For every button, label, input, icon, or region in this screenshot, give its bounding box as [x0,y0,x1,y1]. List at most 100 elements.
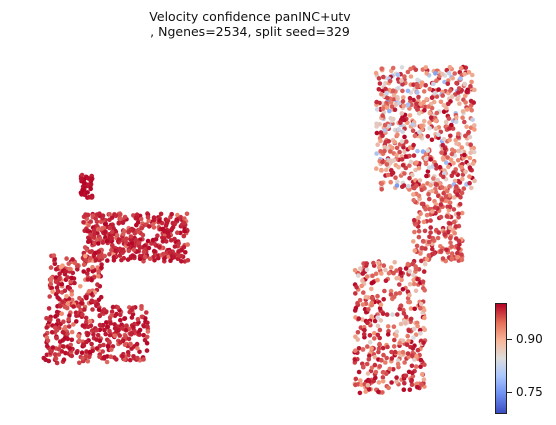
data-point [96,241,101,246]
data-point [123,327,129,333]
data-point [464,124,469,130]
data-point [449,251,455,256]
data-point [100,349,105,354]
data-point [104,238,110,244]
data-point [48,265,54,270]
data-point [185,258,191,263]
data-point [445,229,451,235]
data-point [408,159,414,165]
data-point [399,139,405,144]
data-point [112,248,118,253]
data-point [371,260,376,266]
data-point [176,249,181,254]
data-point [438,202,444,207]
data-point [353,376,359,382]
data-point [423,151,429,157]
data-point [376,87,382,92]
data-point [397,266,403,272]
data-point [80,342,86,348]
data-point [377,341,382,347]
chart-title-line-2: , Ngenes=2534, split seed=329 [150,24,350,39]
data-point [69,289,74,294]
data-point [467,174,472,179]
data-point [387,78,393,84]
data-point [181,220,187,226]
data-point [365,320,370,326]
data-point [78,176,84,182]
data-point [412,133,418,139]
data-point [87,288,92,294]
data-point [69,329,75,335]
data-point [410,370,415,376]
data-point [402,134,407,140]
data-point [380,311,386,317]
data-point [393,175,398,180]
data-point [457,242,462,247]
data-point [472,178,477,184]
data-point [121,249,126,254]
data-point [409,353,415,358]
data-point [360,347,366,352]
data-point [151,248,157,254]
data-point [114,232,120,238]
data-point [141,357,146,362]
data-point [436,87,442,92]
data-point [128,332,134,337]
data-point [415,347,421,353]
data-point [401,387,407,393]
chart-title: Velocity confidence panINC+utv , Ngenes=… [0,9,500,39]
data-point [388,179,394,185]
data-point [96,273,101,279]
data-point [360,278,365,283]
data-point [432,205,438,210]
data-point [363,294,369,300]
data-point [137,245,143,250]
data-point [135,220,141,225]
data-point [407,163,412,168]
data-point [381,263,387,268]
data-point [374,130,380,136]
data-point [411,273,416,278]
data-point [131,354,136,359]
data-point [117,333,122,338]
data-point [405,333,411,339]
data-point [422,288,428,293]
data-point [81,269,86,274]
data-point [379,181,385,186]
data-point [436,132,441,137]
data-point [395,358,401,364]
data-point [364,274,370,279]
data-point [61,319,66,325]
data-point [421,239,426,244]
data-point [416,228,422,234]
data-point [142,254,148,260]
data-point [77,295,82,301]
data-point [115,305,121,310]
data-point [429,105,435,111]
data-point [94,328,99,333]
data-point [410,172,415,178]
data-point [67,313,72,318]
data-point [448,133,453,139]
data-point [427,196,432,202]
data-point [418,251,423,256]
data-point [469,108,475,113]
data-point [444,105,449,111]
data-point [81,220,86,225]
data-point [375,315,380,320]
data-point [403,373,409,379]
data-point [414,354,419,359]
data-point [426,239,432,245]
data-point [391,270,396,276]
data-point [402,149,407,154]
data-point [380,106,386,111]
data-point [49,349,54,354]
data-point [54,335,59,341]
data-point [389,380,394,385]
data-point [385,324,391,329]
data-point [108,321,113,326]
data-point [361,364,366,370]
data-point [448,88,453,93]
data-point [380,113,385,118]
data-point [60,299,65,305]
